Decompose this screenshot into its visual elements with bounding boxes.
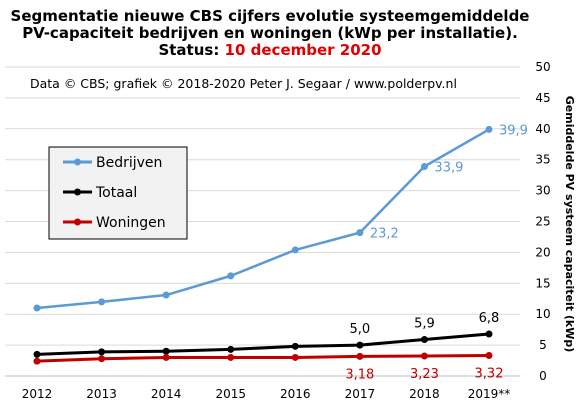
data-label-bedrijven: 33,9 (434, 160, 463, 175)
data-point-totaal (162, 347, 170, 355)
data-point-bedrijven (227, 272, 235, 280)
data-point-totaal (33, 350, 41, 358)
legend-label-bedrijven: Bedrijven (96, 155, 162, 171)
status-date: 10 december 2020 (225, 41, 382, 59)
axes: 0 5 10 15 20 25 30 35 40 45 50 2012 2013 2014 2015 2016… (5, 60, 551, 401)
legend-marker-totaal (74, 188, 81, 196)
data-point-bedrijven (356, 229, 364, 237)
x-tick-label: 2018 (409, 387, 440, 401)
data-point-bedrijven (291, 246, 299, 254)
data-point-woningen (162, 353, 170, 361)
data-point-woningen (420, 352, 428, 360)
chart-title-line1: Segmentatie nieuwe CBS cijfers evolutie … (11, 7, 530, 25)
data-label-bedrijven: 23,2 (370, 227, 399, 242)
x-tick-label: 2017 (345, 387, 376, 401)
y-tick-label: 25 (535, 215, 550, 229)
x-tick-label: 2015 (215, 387, 246, 401)
data-point-totaal (227, 345, 235, 353)
series-lines (33, 125, 493, 365)
x-tick-label: 2019** (468, 387, 511, 401)
y-tick-label: 10 (535, 307, 550, 321)
data-label-totaal: 6,8 (479, 311, 500, 326)
data-point-woningen (33, 357, 41, 365)
y-tick-label: 20 (535, 245, 550, 259)
x-tick-label: 2012 (22, 387, 53, 401)
legend-marker-woningen (74, 218, 81, 226)
data-point-bedrijven (485, 125, 493, 133)
data-label-bedrijven: 39,9 (499, 123, 528, 138)
data-point-totaal (98, 348, 106, 356)
data-point-totaal (420, 336, 428, 344)
y-tick-label: 15 (535, 276, 550, 290)
data-label-woningen: 3,23 (410, 367, 439, 382)
legend-marker-bedrijven (74, 158, 81, 166)
series-line-totaal (36, 332, 490, 356)
data-point-totaal (291, 342, 299, 350)
x-tick-label: 2016 (280, 387, 311, 401)
legend-label-woningen: Woningen (96, 215, 166, 231)
x-tick-label: 2013 (86, 387, 117, 401)
data-label-totaal: 5,9 (414, 317, 435, 332)
data-point-woningen (291, 353, 299, 361)
x-tick-label: 2014 (151, 387, 182, 401)
y-axis-label: Gemiddelde PV systeem capaciteit (kWp) (563, 96, 576, 353)
data-label-woningen: 3,32 (475, 366, 504, 381)
legend: Bedrijven Totaal Woningen (48, 146, 188, 240)
y-tick-label: 35 (535, 153, 550, 167)
status-label: Status: (158, 41, 224, 59)
y-tick-label: 40 (535, 122, 550, 136)
data-labels: 23,2 33,9 39,9 5,0 5,9 6,8 3,18 3,23 3,32 (345, 123, 528, 382)
y-tick-label: 5 (539, 338, 547, 352)
data-point-bedrijven (420, 162, 428, 170)
y-tick-label: 30 (535, 184, 550, 198)
series-line-woningen (36, 353, 490, 363)
data-point-woningen (98, 355, 106, 363)
data-point-bedrijven (33, 304, 41, 312)
chart-title-line2: PV-capaciteit bedrijven en woningen (kWp… (22, 24, 518, 42)
legend-label-totaal: Totaal (95, 185, 137, 201)
data-label-woningen: 3,18 (345, 367, 374, 382)
credit-text: Data © CBS; grafiek © 2018-2020 Peter J.… (30, 76, 457, 91)
y-tick-label: 50 (535, 60, 550, 74)
y-tick-label: 0 (539, 369, 547, 383)
data-point-woningen (356, 352, 364, 360)
data-point-bedrijven (98, 298, 106, 306)
data-point-totaal (485, 330, 493, 338)
series-line-bedrijven (36, 128, 490, 310)
data-point-woningen (227, 353, 235, 361)
data-point-woningen (485, 351, 493, 359)
y-tick-label: 45 (535, 91, 550, 105)
data-label-totaal: 5,0 (350, 322, 371, 337)
data-point-bedrijven (162, 291, 170, 299)
chart-title-status: Status: 10 december 2020 (158, 41, 381, 59)
data-point-totaal (356, 341, 364, 349)
